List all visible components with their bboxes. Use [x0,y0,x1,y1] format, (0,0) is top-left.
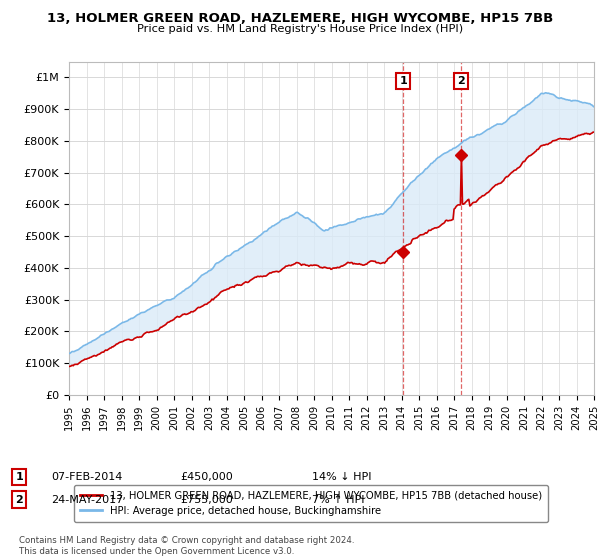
Text: Price paid vs. HM Land Registry's House Price Index (HPI): Price paid vs. HM Land Registry's House … [137,24,463,34]
Text: £755,000: £755,000 [180,494,233,505]
Text: £450,000: £450,000 [180,472,233,482]
Text: 2: 2 [16,494,23,505]
Text: 13, HOLMER GREEN ROAD, HAZLEMERE, HIGH WYCOMBE, HP15 7BB: 13, HOLMER GREEN ROAD, HAZLEMERE, HIGH W… [47,12,553,25]
Text: 2: 2 [457,76,465,86]
Text: 1: 1 [16,472,23,482]
Text: 7% ↑ HPI: 7% ↑ HPI [312,494,365,505]
Text: 24-MAY-2017: 24-MAY-2017 [51,494,123,505]
Text: 1: 1 [400,76,407,86]
Text: 07-FEB-2014: 07-FEB-2014 [51,472,122,482]
Legend: 13, HOLMER GREEN ROAD, HAZLEMERE, HIGH WYCOMBE, HP15 7BB (detached house), HPI: : 13, HOLMER GREEN ROAD, HAZLEMERE, HIGH W… [74,485,548,522]
Text: 14% ↓ HPI: 14% ↓ HPI [312,472,371,482]
Text: Contains HM Land Registry data © Crown copyright and database right 2024.
This d: Contains HM Land Registry data © Crown c… [19,536,355,556]
